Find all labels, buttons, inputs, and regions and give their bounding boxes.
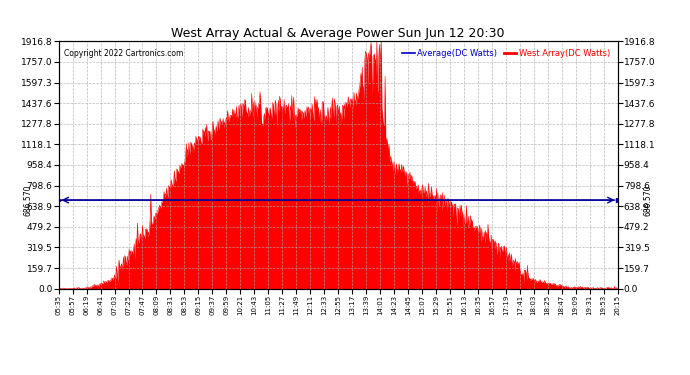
Legend: Average(DC Watts), West Array(DC Watts): Average(DC Watts), West Array(DC Watts) [399,45,613,61]
Title: West Array Actual & Average Power Sun Jun 12 20:30: West Array Actual & Average Power Sun Ju… [171,27,505,40]
Text: 686.570: 686.570 [23,184,32,216]
Text: Copyright 2022 Cartronics.com: Copyright 2022 Cartronics.com [64,49,184,58]
Text: 686.570: 686.570 [644,184,653,216]
